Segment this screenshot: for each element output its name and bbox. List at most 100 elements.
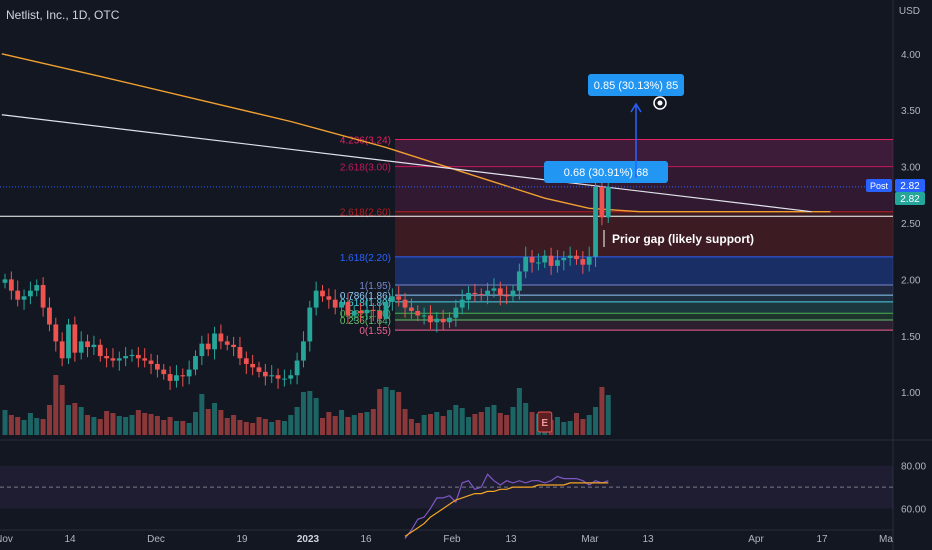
candle [161, 369, 167, 375]
candle [40, 285, 46, 308]
volume-bar [326, 412, 332, 435]
candle [116, 358, 122, 361]
volume-bar [516, 388, 522, 435]
volume-bar [237, 420, 243, 435]
candle [72, 324, 78, 353]
target-icon [653, 96, 667, 110]
x-tick-label: Apr [748, 534, 764, 545]
candle [567, 255, 573, 258]
candle [434, 318, 440, 323]
volume-bar [339, 410, 345, 435]
candle [224, 341, 230, 345]
candle [428, 315, 433, 323]
trendline [1, 114, 812, 213]
volume-bar [34, 418, 40, 435]
volume-bar [66, 405, 71, 435]
fib-level-label: 4.236(3.24) [340, 136, 391, 147]
volume-bar [510, 407, 516, 435]
volume-bar [72, 403, 78, 435]
x-tick-label: Nov [0, 534, 13, 545]
volume-bar [275, 420, 281, 435]
candle [15, 290, 21, 300]
candle [478, 294, 484, 296]
x-tick-label: 17 [816, 534, 828, 545]
y-tick-label: 1.50 [901, 332, 921, 343]
candle [561, 257, 567, 261]
candle [459, 299, 465, 308]
volume-bar [561, 422, 567, 435]
candle [497, 288, 503, 296]
candle [332, 299, 338, 308]
volume-bar [85, 415, 91, 435]
fib-band [395, 301, 893, 314]
volume-bar [193, 412, 198, 435]
candle [472, 292, 478, 295]
candle [180, 375, 186, 377]
candle [529, 256, 535, 263]
volume-bar [472, 414, 478, 435]
volume-bar [523, 403, 529, 435]
volume-bar [345, 417, 351, 435]
post-value-box [895, 179, 925, 192]
post-tag-label: Post [870, 181, 889, 191]
fib-level-label: 1(1.95) [359, 281, 391, 292]
volume-bar [427, 414, 433, 435]
candle [78, 341, 84, 353]
volume-bar [586, 415, 592, 435]
candle [218, 333, 224, 342]
candle [605, 186, 611, 218]
candle [415, 310, 421, 316]
volume-bar [2, 410, 8, 435]
volume-bar [599, 387, 605, 435]
candle [47, 307, 52, 325]
volume-bar [440, 416, 446, 435]
fib-level-label: 2.618(3.00) [340, 163, 391, 174]
volume-bar [497, 413, 503, 435]
earnings-marker-box [537, 411, 553, 433]
post-tag-box [866, 179, 892, 192]
fib-level-label: 1.618(2.20) [340, 253, 391, 264]
candle [555, 260, 560, 266]
candle [409, 307, 414, 311]
volume-bar [173, 421, 179, 435]
candle [421, 315, 427, 317]
candle [250, 363, 256, 368]
volume-bar [389, 390, 395, 435]
last-price-label: 2.82 [900, 194, 920, 205]
candle [269, 375, 275, 377]
fib-band [395, 313, 893, 320]
volume-bar [15, 417, 21, 435]
volume-bar [161, 420, 167, 435]
candle [453, 307, 459, 318]
candle [485, 290, 490, 296]
candle [243, 358, 249, 364]
candle [66, 324, 71, 359]
volume-bar [154, 416, 160, 435]
candle [275, 375, 281, 379]
volume-bar [21, 420, 27, 435]
candle [34, 285, 40, 291]
candle [370, 309, 376, 311]
volume-bar [567, 421, 573, 435]
volume-bar [554, 417, 560, 435]
candle [155, 363, 160, 370]
last-price-box [895, 192, 925, 205]
candle [21, 296, 27, 300]
volume-bar [466, 417, 472, 435]
volume-bar [453, 405, 459, 435]
moving-average-line [1, 53, 831, 213]
volume-bar [129, 415, 135, 435]
candle [8, 279, 14, 291]
candle [193, 356, 198, 370]
candle [231, 344, 236, 348]
move-label: 0.68 (30.91%) 68 [564, 167, 648, 179]
fib-level-label: 0.786(1.86) [340, 291, 391, 302]
candle [466, 292, 471, 300]
candle [516, 271, 522, 291]
candle [85, 341, 90, 348]
candle [389, 296, 395, 302]
x-tick-label: 2023 [297, 534, 320, 545]
volume-bar [104, 411, 110, 435]
volume-bar [123, 417, 129, 435]
